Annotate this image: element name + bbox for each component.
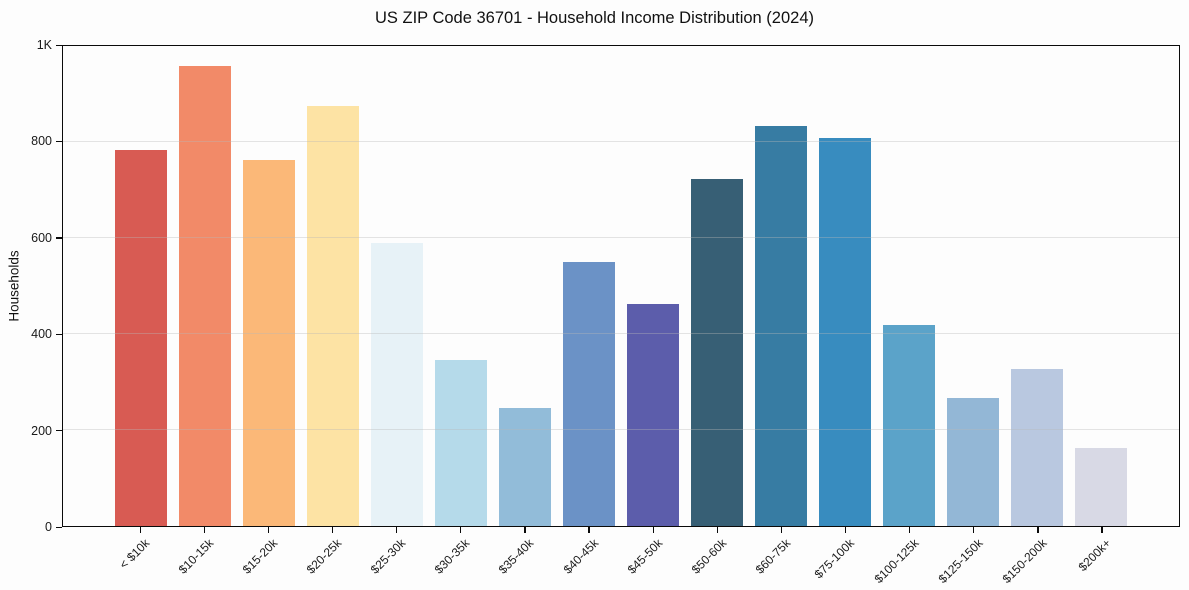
bar-$50-60k: [691, 179, 743, 526]
y-tick-mark: [56, 526, 62, 528]
y-tick-label: 400: [31, 327, 52, 342]
y-tick-label: 0: [45, 520, 52, 534]
bar-$40-45k: [563, 262, 615, 526]
bar-< $10k: [115, 150, 167, 526]
y-tick-mark: [56, 237, 62, 239]
bar-$75-100k: [819, 138, 871, 526]
x-tick-mark: [139, 527, 141, 533]
bar-$45-50k: [627, 304, 679, 526]
chart-title: US ZIP Code 36701 - Household Income Dis…: [374, 9, 814, 27]
x-tick-mark: [1101, 527, 1103, 533]
y-tick-label: 1K: [36, 38, 52, 52]
x-tick-mark: [844, 527, 847, 533]
bar-slot: [813, 46, 877, 526]
bar-$25-30k: [371, 242, 423, 526]
bar-$125-150k: [947, 398, 999, 526]
bar-$30-35k: [435, 360, 487, 526]
bar-slot: [493, 46, 557, 526]
bar-slot: [173, 46, 237, 526]
bar-slot: [877, 46, 941, 526]
y-tick-mark: [56, 333, 62, 335]
x-tick-mark: [203, 527, 205, 533]
x-tick-mark: [396, 527, 398, 533]
bar-slot: [1005, 46, 1069, 526]
x-tick-mark: [716, 527, 718, 533]
plot-area: [62, 45, 1180, 527]
x-tick-mark: [1037, 527, 1039, 533]
y-tick-label: 800: [31, 134, 52, 149]
y-axis-label: Households: [6, 250, 22, 322]
bar-slot: [237, 46, 301, 526]
y-tick-label: 600: [31, 230, 52, 245]
bar-slot: [749, 46, 813, 526]
bar-slot: [557, 46, 621, 526]
x-tick-mark: [331, 527, 334, 533]
bar-slot: [429, 46, 493, 526]
bar-$10-15k: [179, 66, 231, 526]
bar-$100-125k: [883, 325, 935, 526]
bar-slot: [365, 46, 429, 526]
bar-slot: [301, 46, 365, 526]
y-tick-mark: [56, 140, 62, 143]
bar-$200k+: [1075, 447, 1127, 526]
x-tick-mark: [460, 527, 462, 533]
y-tick-label: 200: [31, 423, 52, 438]
bar-slot: [685, 46, 749, 526]
bar-$60-75k: [755, 126, 807, 526]
x-tick-mark: [524, 527, 526, 533]
bar-$35-40k: [499, 408, 551, 526]
bar-$15-20k: [243, 160, 295, 526]
x-tick-mark: [909, 527, 911, 533]
bar-$150-200k: [1011, 369, 1063, 526]
bar-slot: [941, 46, 1005, 526]
x-tick-mark: [652, 527, 654, 533]
bar-slot: [621, 46, 685, 526]
bar-slot: [109, 46, 173, 526]
x-tick-mark: [267, 527, 270, 533]
y-tick-mark: [56, 44, 62, 46]
x-tick-mark: [588, 527, 590, 533]
bars-container: [63, 46, 1179, 526]
bar-slot: [1069, 46, 1133, 526]
bar-$20-25k: [307, 106, 359, 526]
y-tick-mark: [56, 430, 62, 432]
x-tick-mark: [780, 527, 783, 533]
x-tick-mark: [973, 527, 975, 533]
